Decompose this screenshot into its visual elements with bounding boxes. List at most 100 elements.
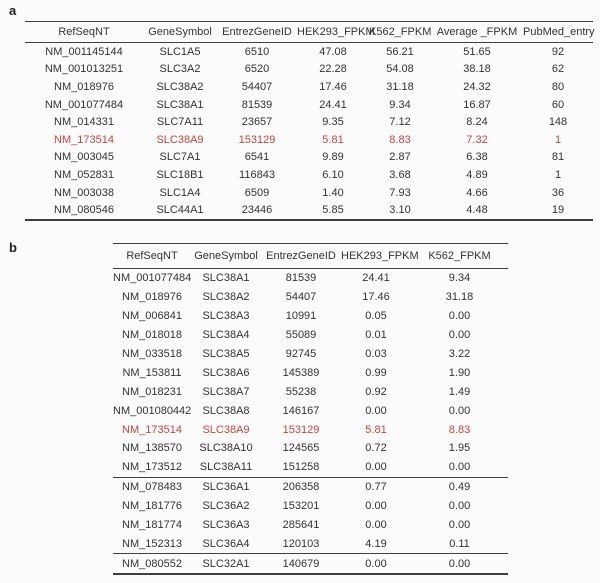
table-row: NM_003045 SLC7A1 6541 9.89 2.87 6.38 81 bbox=[25, 149, 593, 167]
panel-b-label: b bbox=[9, 240, 17, 255]
table-cell: 9.89 bbox=[322, 151, 344, 164]
table-cell: 3.68 bbox=[389, 168, 411, 181]
table-cell: SLC38A9 bbox=[202, 423, 250, 436]
table-cell: 31.18 bbox=[445, 291, 474, 304]
table-cell: 19 bbox=[551, 204, 565, 217]
table-cell: SLC38A1 bbox=[202, 272, 250, 285]
column-header: RefSeqNT bbox=[113, 243, 191, 269]
column-header: HEK293_FPKM bbox=[297, 21, 375, 43]
table-cell: SLC36A2 bbox=[202, 500, 250, 513]
table-cell: SLC38A2 bbox=[202, 291, 250, 304]
slc-family-fpkm-table: RefSeqNT GeneSymbol EntrezGeneID HEK293_FPK… bbox=[113, 243, 508, 576]
table-cell: NM_001013251 bbox=[44, 63, 124, 76]
table-cell: 153129 bbox=[238, 133, 276, 146]
table-cell: NM_080552 bbox=[113, 553, 191, 575]
table-cell: 0.00 bbox=[448, 519, 471, 532]
table-cell: 1 bbox=[554, 168, 562, 181]
table-cell: 1.49 bbox=[448, 385, 471, 398]
table-cell: NM_173514 bbox=[122, 423, 182, 436]
table-row: NM_173514 SLC38A9 153129 5.81 8.83 bbox=[113, 420, 508, 439]
column-header: PubMed_entry bbox=[523, 21, 595, 43]
table-cell: SLC38A11 bbox=[199, 461, 253, 474]
table-cell: 4.19 bbox=[365, 537, 387, 550]
table-row: NM_033518 SLC38A5 92745 0.03 3.22 bbox=[113, 345, 508, 364]
table-cell: 5.85 bbox=[322, 204, 344, 217]
table-row: NM_152313 SLC36A4 120103 4.19 0.11 bbox=[113, 534, 508, 553]
table-cell: SLC18B1 bbox=[156, 168, 204, 181]
table-cell: 0.72 bbox=[365, 442, 387, 455]
table-row: NM_001145144 SLC1A5 6510 47.08 56.21 51.65 92 bbox=[25, 43, 593, 61]
column-header: EntrezGeneID bbox=[261, 243, 341, 269]
header-row: RefSeqNT GeneSymbol EntrezGeneID HEK293_FPK… bbox=[113, 243, 508, 269]
table-cell: NM_152313 bbox=[122, 537, 182, 550]
table-cell: NM_018976 bbox=[54, 80, 114, 93]
table-cell: 22.28 bbox=[319, 63, 347, 76]
table-cell: 8.83 bbox=[448, 423, 471, 436]
table-cell: NM_001145144 bbox=[45, 45, 123, 58]
column-header: RefSeqNT bbox=[25, 21, 143, 43]
table-cell: NM_001080442 bbox=[113, 404, 192, 417]
column-header: EntrezGeneID bbox=[217, 21, 297, 43]
table-row: NM_018976 SLC38A2 54407 17.46 31.18 24.32 80 bbox=[25, 78, 593, 96]
table-cell: 3.22 bbox=[448, 348, 471, 360]
table-cell: 148 bbox=[548, 116, 568, 129]
table-cell: 62 bbox=[551, 63, 565, 76]
table-cell: 92 bbox=[551, 45, 565, 58]
table-cell: 0.00 bbox=[448, 404, 471, 417]
table-cell: 24.41 bbox=[319, 98, 347, 111]
column-header: Average _FPKM bbox=[431, 21, 523, 43]
table-cell: 4.89 bbox=[466, 168, 488, 181]
table-cell: 23657 bbox=[241, 116, 273, 129]
table-cell: 0.00 bbox=[365, 500, 387, 513]
table-cell: 31.18 bbox=[386, 80, 414, 93]
table-cell: 0.77 bbox=[341, 476, 411, 497]
table-row: NM_018231 SLC38A7 55238 0.92 1.49 bbox=[113, 382, 508, 401]
table-row: NM_001077484 SLC38A1 81539 24.41 9.34 bbox=[113, 269, 508, 288]
table-cell: 92745 bbox=[285, 348, 317, 360]
table-row: NM_080552 SLC32A1 140679 0.00 0.00 bbox=[113, 553, 508, 575]
table-cell: 0.49 bbox=[411, 476, 508, 497]
table-cell: 6541 bbox=[244, 151, 270, 164]
table-cell: 0.01 bbox=[365, 329, 387, 342]
table-cell: 47.08 bbox=[319, 45, 347, 58]
table-row: NM_018976 SLC38A2 54407 17.46 31.18 bbox=[113, 288, 508, 307]
table-cell: 0.00 bbox=[448, 500, 471, 513]
table-cell: NM_052831 bbox=[54, 168, 114, 181]
table-cell: SLC38A6 bbox=[202, 366, 250, 379]
table-cell: SLC1A4 bbox=[159, 186, 201, 199]
table-cell: NM_173512 bbox=[122, 461, 182, 474]
table-cell: SLC38A5 bbox=[202, 348, 250, 360]
table-cell: 146167 bbox=[282, 404, 320, 417]
header-row: RefSeqNT GeneSymbol EntrezGeneID HEK293_FPK… bbox=[25, 21, 595, 43]
table-row: NM_014331 SLC7A11 23657 9.35 7.12 8.24 148 bbox=[25, 113, 593, 131]
table-cell: 153201 bbox=[282, 500, 320, 513]
column-header: K562_FPKM bbox=[369, 21, 431, 43]
table-group: NM_001145144 SLC1A5 6510 47.08 56.21 51.65 92 N… bbox=[25, 43, 593, 220]
gene-fpkm-pubmed-table: RefSeqNT GeneSymbol EntrezGeneID HEK293_FPK… bbox=[25, 21, 595, 221]
table-cell: 140679 bbox=[261, 553, 341, 575]
table-row: NM_018018 SLC38A4 55089 0.01 0.00 bbox=[113, 326, 508, 345]
table-cell: SLC32A1 bbox=[191, 553, 261, 575]
table-row: NM_052831 SLC18B1 116843 6.10 3.68 4.89 1 bbox=[25, 166, 593, 184]
table-cell: NM_181776 bbox=[122, 500, 182, 513]
table-cell: NM_006841 bbox=[122, 310, 182, 323]
table-row: NM_181774 SLC36A3 285641 0.00 0.00 bbox=[113, 516, 508, 535]
table-cell: 145389 bbox=[282, 366, 320, 379]
table-cell: SLC7A1 bbox=[159, 151, 201, 164]
table-group: NM_001077484 SLC38A1 81539 24.41 9.34 NM_0189… bbox=[113, 269, 508, 478]
table-cell: 1.90 bbox=[448, 366, 471, 379]
table-cell: NM_033518 bbox=[122, 348, 182, 360]
table-cell: 206358 bbox=[261, 476, 341, 497]
table-cell: 55089 bbox=[285, 329, 317, 342]
table-cell: 153129 bbox=[282, 423, 320, 436]
table-cell: 80 bbox=[551, 80, 565, 93]
table-cell: SLC38A2 bbox=[156, 80, 204, 93]
table-cell: 1 bbox=[554, 133, 562, 146]
table-cell: 0.00 bbox=[341, 553, 411, 575]
table-cell: 10991 bbox=[285, 310, 317, 323]
table-cell: 116843 bbox=[239, 168, 275, 181]
table-cell: 120103 bbox=[282, 537, 320, 550]
table-cell: SLC3A2 bbox=[159, 63, 201, 76]
table-row: NM_006841 SLC38A3 10991 0.05 0.00 bbox=[113, 307, 508, 326]
table-cell: SLC36A1 bbox=[191, 476, 261, 497]
